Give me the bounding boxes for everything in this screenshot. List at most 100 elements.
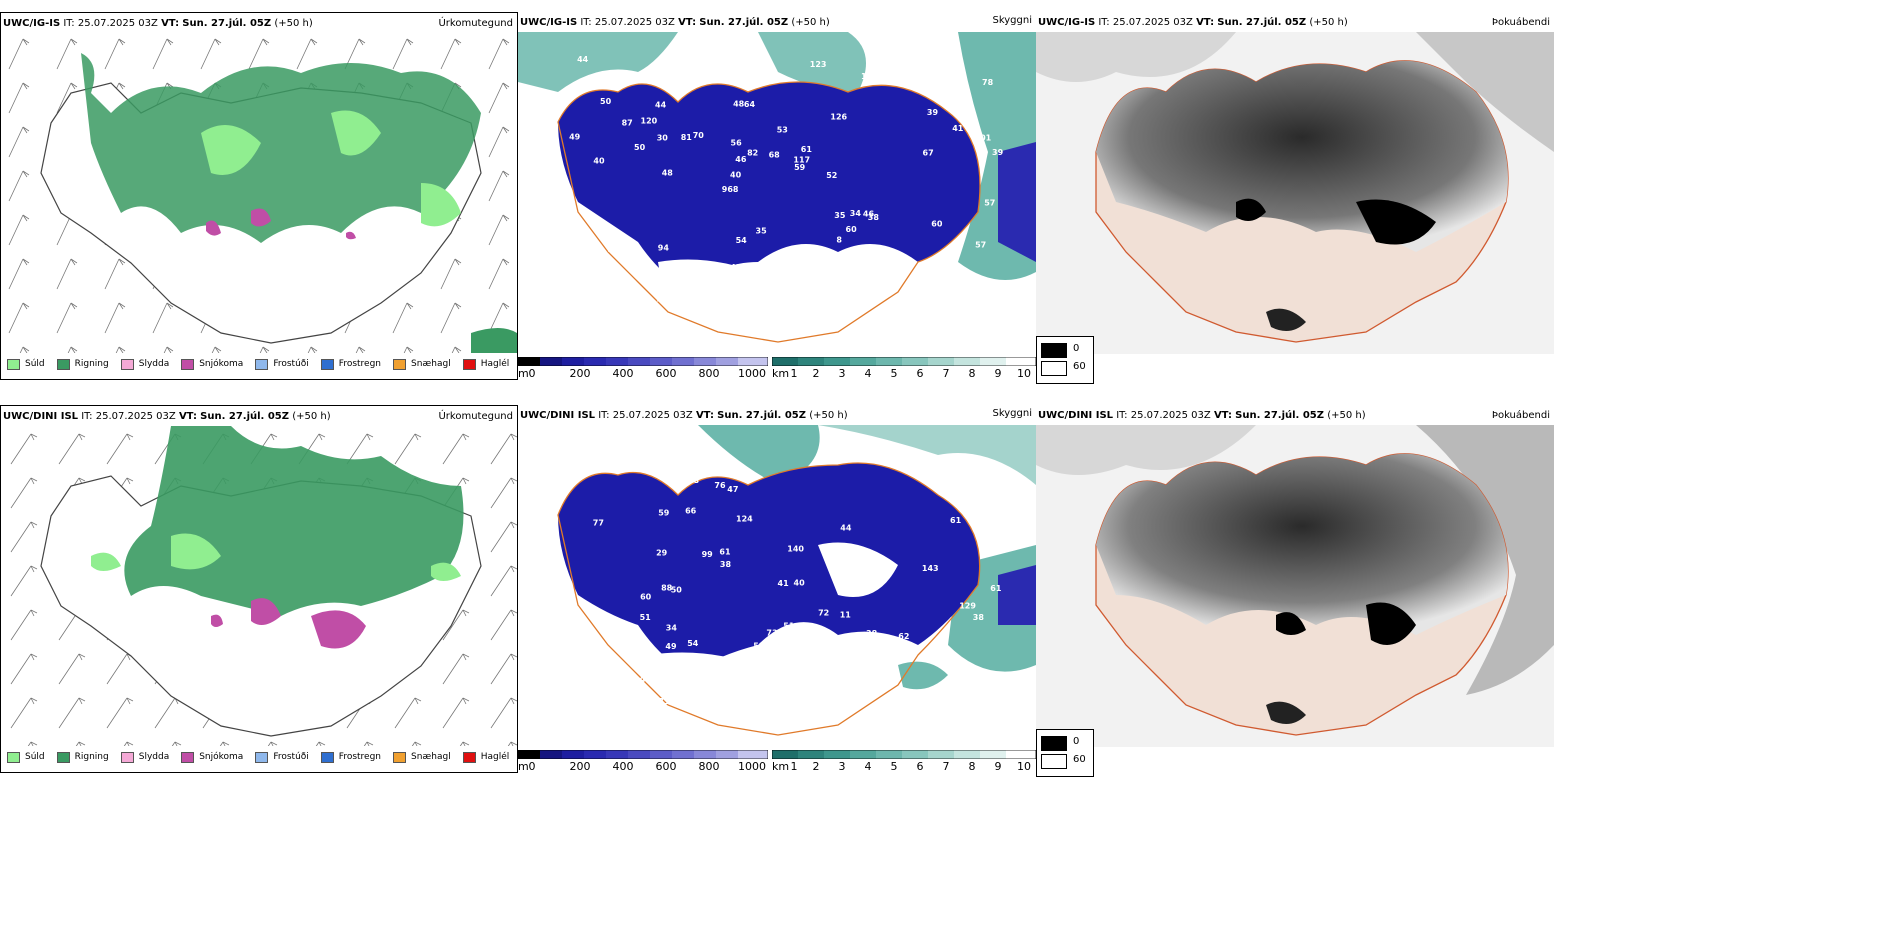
- visibility-value-label: 82: [773, 261, 784, 270]
- visibility-value-label: 48: [662, 168, 674, 177]
- visibility-map: 51 40 57 968 126 146 48 53 52 70 53 55 64 61 38 50 45 39 3…: [518, 32, 1036, 354]
- legend-item-snjokoma: Snjókoma: [181, 358, 243, 370]
- elev-tick: 800: [698, 367, 720, 380]
- visibility-value-label: 34: [666, 624, 678, 633]
- visibility-value-label: 38: [987, 541, 999, 550]
- legend-item-suld: Súld: [7, 751, 45, 763]
- visibility-value-label: 64: [640, 261, 652, 270]
- visibility-value-label: 55: [836, 651, 848, 660]
- visibility-value-label: 51: [945, 298, 957, 307]
- init-time: 25.07.2025 03Z: [1130, 410, 1211, 421]
- elevation-colorbar: m 0 200 400 600 800 1000: [518, 357, 768, 380]
- legend-item-frostregn: Frostregn: [320, 358, 381, 370]
- visibility-value-label: 44: [655, 100, 667, 109]
- panel-header: UWC/DINI ISL IT: 25.07.2025 03Z VT: Sun.…: [520, 408, 1034, 423]
- vt-label: VT:: [178, 411, 197, 422]
- fog-legend-dark-swatch: [1041, 343, 1067, 358]
- fog-legend-light-label: 60: [1073, 754, 1086, 765]
- vis-tick: 2: [812, 760, 820, 773]
- visibility-value-label: 63: [682, 691, 693, 700]
- visibility-value-label: 35: [756, 226, 768, 235]
- elev-tick: 200: [569, 367, 591, 380]
- visibility-value-label: 99: [702, 550, 714, 559]
- init-time: 25.07.2025 03Z: [1112, 17, 1193, 28]
- visibility-value-label: 60: [931, 220, 943, 229]
- elev-tick: 1000: [738, 760, 766, 773]
- vt-label: VT:: [1213, 410, 1232, 421]
- visibility-value-label: 49: [665, 642, 677, 651]
- visibility-value-label: 27: [760, 671, 771, 680]
- visibility-value-label: 96: [640, 676, 652, 685]
- visibility-value-label: 61: [801, 145, 813, 154]
- visibility-unit: km: [772, 367, 790, 380]
- visibility-value-label: 126: [830, 112, 847, 121]
- visibility-value-label: 59: [576, 445, 588, 454]
- elev-tick: 200: [569, 760, 591, 773]
- visibility-value-label: 143: [922, 564, 939, 573]
- visibility-value-label: 105: [656, 295, 673, 304]
- vis-tick: 1: [790, 760, 798, 773]
- product-title: Úrkomutegund: [438, 411, 513, 422]
- legend-item-slydda: Slydda: [120, 751, 169, 763]
- legend-item-slydda: Slydda: [120, 358, 169, 370]
- fog-legend-light-label: 60: [1073, 361, 1086, 372]
- visibility-value-label: 30: [646, 465, 658, 474]
- visibility-value-label: 44: [780, 313, 792, 322]
- vis-tick: 10: [1017, 760, 1031, 773]
- visibility-value-label: 88: [661, 584, 673, 593]
- visibility-value-label: 50: [634, 143, 646, 152]
- visibility-value-label: 61: [950, 516, 962, 525]
- vt-label: VT:: [695, 410, 714, 421]
- legend-item-rigning: Rigning: [56, 358, 109, 370]
- model-name: UWC/DINI ISL: [3, 411, 79, 422]
- product-title: Þokuábendi: [1491, 410, 1550, 421]
- vis-tick: 5: [890, 760, 898, 773]
- visibility-value-label: 47: [727, 485, 738, 494]
- visibility-colorbar-ramp: [772, 750, 1036, 759]
- visibility-value-label: 130: [776, 304, 793, 313]
- precip-legend: Súld Rigning Slydda Snjókoma Frostúði Fr…: [7, 748, 517, 766]
- visibility-value-label: 8: [836, 236, 842, 245]
- panel-visibility-dini: UWC/DINI ISL IT: 25.07.2025 03Z VT: Sun.…: [518, 405, 1036, 773]
- visibility-value-label: 38: [973, 613, 985, 622]
- panel-header: UWC/IG-IS IT: 25.07.2025 03Z VT: Sun. 27…: [520, 15, 1034, 30]
- it-label: IT:: [81, 411, 93, 422]
- visibility-value-label: 101: [975, 134, 992, 143]
- visibility-value-label: 73: [967, 458, 978, 467]
- visibility-value-label: 49: [569, 133, 581, 142]
- visibility-value-label: 56: [731, 138, 743, 147]
- visibility-value-label: 104: [611, 451, 628, 460]
- visibility-value-label: 48: [733, 99, 745, 108]
- vt-label: VT:: [678, 17, 697, 28]
- visibility-value-label: 34: [850, 209, 862, 218]
- lead-time: (+50 h): [274, 18, 313, 29]
- visibility-value-label: 44: [577, 55, 589, 64]
- visibility-value-label: 38: [868, 213, 880, 222]
- product-title: Skyggni: [992, 15, 1032, 26]
- visibility-value-label: 64: [744, 100, 756, 109]
- panel-header: UWC/DINI ISL IT: 25.07.2025 03Z VT: Sun.…: [3, 410, 515, 424]
- panel-fog-dini: UWC/DINI ISL IT: 25.07.2025 03Z VT: Sun.…: [1036, 405, 1554, 773]
- init-time: 25.07.2025 03Z: [77, 18, 158, 29]
- visibility-value-label: 57: [975, 241, 986, 250]
- vis-tick: 2: [812, 367, 820, 380]
- visibility-value-label: 45: [735, 61, 747, 70]
- visibility-value-label: 54: [687, 639, 699, 648]
- visibility-value-label: 35: [687, 288, 699, 297]
- visibility-value-label: 87: [622, 119, 633, 128]
- panel-fog-igis: UWC/IG-IS IT: 25.07.2025 03Z VT: Sun. 27…: [1036, 12, 1554, 380]
- visibility-value-label: 57: [953, 88, 964, 97]
- visibility-value-label: 50: [738, 700, 750, 709]
- visibility-value-label: 146: [615, 303, 632, 312]
- visibility-value-label: 124: [736, 514, 753, 523]
- legend-item-frostudi: Frostúði: [255, 358, 309, 370]
- valid-time: Sun. 27.júl. 05Z: [1235, 410, 1324, 421]
- legend-item-snaehagl: Snæhagl: [393, 751, 451, 763]
- valid-time: Sun. 27.júl. 05Z: [717, 410, 806, 421]
- fog-map: [1036, 425, 1554, 747]
- legend-item-snjokoma: Snjókoma: [181, 751, 243, 763]
- legend-item-frostudi: Frostúði: [255, 751, 309, 763]
- visibility-value-label: 55: [593, 279, 605, 288]
- valid-time: Sun. 27.júl. 05Z: [182, 18, 272, 29]
- visibility-value-label: 38: [720, 560, 732, 569]
